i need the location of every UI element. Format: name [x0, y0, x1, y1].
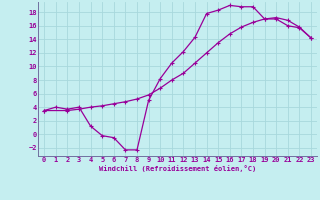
- X-axis label: Windchill (Refroidissement éolien,°C): Windchill (Refroidissement éolien,°C): [99, 165, 256, 172]
